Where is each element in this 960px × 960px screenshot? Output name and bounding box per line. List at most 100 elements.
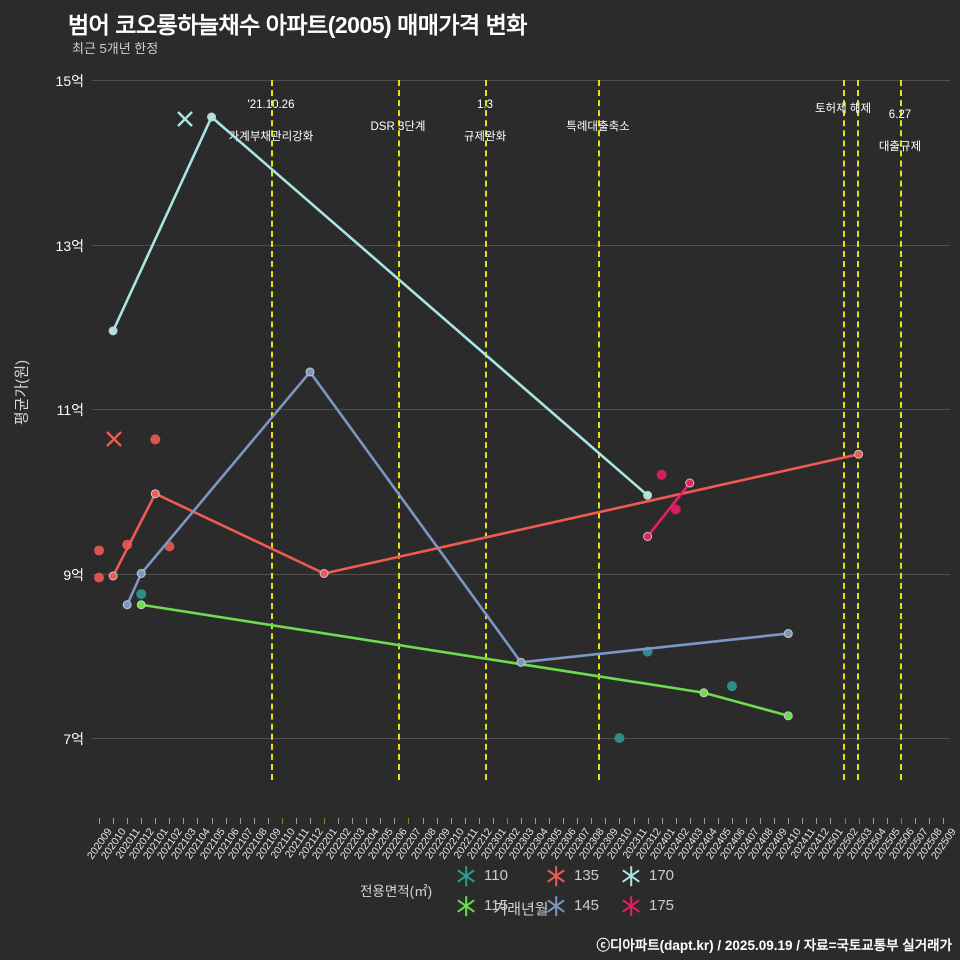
x-axis-tick — [577, 818, 579, 824]
legend-label: 175 — [649, 897, 675, 914]
x-axis-tick — [703, 818, 705, 824]
data-point — [516, 657, 526, 667]
x-axis-tick — [647, 818, 649, 824]
x-axis-tick — [563, 818, 565, 824]
x-axis-tick — [338, 818, 340, 824]
x-axis-tick — [394, 818, 396, 824]
gridline — [92, 244, 950, 246]
x-axis-tick — [816, 818, 818, 824]
data-point — [122, 600, 132, 610]
data-point — [699, 688, 709, 698]
x-axis-tick — [731, 818, 733, 824]
x-axis-tick — [197, 818, 199, 824]
y-axis-tick-label: 9억 — [63, 566, 84, 583]
scatter-point — [94, 545, 105, 556]
x-axis-tick — [521, 818, 522, 824]
x-axis-tick — [352, 818, 354, 824]
x-axis-tick — [436, 818, 438, 824]
legend-item-145[interactable]: 145 — [545, 895, 599, 916]
event-label: 규제완화 — [463, 131, 507, 143]
x-axis-tick — [802, 818, 804, 824]
x-axis-tick — [858, 818, 860, 824]
event-line — [900, 80, 902, 780]
x-axis-tick — [830, 818, 832, 824]
event-label: 대출규제 — [878, 141, 922, 153]
x-axis-tick — [886, 818, 888, 824]
plot-area: '21.10.26 가계부채관리강화 DSR 3단계 1.3 규제완화 특례대출축소 토허제… — [85, 80, 959, 918]
x-axis-tick — [380, 818, 382, 824]
x-axis-tick — [760, 818, 762, 824]
legend-marker-icon — [455, 895, 477, 916]
legend-label: 115 — [484, 897, 508, 914]
series-135 — [94, 434, 864, 583]
x-axis-tick — [478, 818, 480, 824]
scatter-point — [656, 469, 667, 480]
x-axis-tick — [366, 818, 368, 824]
legend-item-175[interactable]: 175 — [620, 895, 675, 916]
legend-marker-icon — [545, 865, 567, 886]
legend-marker-icon — [455, 865, 477, 886]
data-point — [108, 571, 118, 581]
gridline — [92, 738, 950, 739]
data-point — [685, 478, 695, 488]
x-axis-tick — [183, 818, 185, 824]
scatter-point — [670, 504, 681, 515]
x-axis-tick — [675, 818, 677, 824]
x-axis-tick — [605, 818, 607, 824]
data-point — [108, 326, 118, 336]
series-145 — [122, 367, 793, 667]
scatter-point — [136, 589, 147, 600]
x-axis-tick — [267, 818, 269, 824]
event-label: 가계부채관리강화 — [228, 131, 314, 143]
legend-label: 110 — [484, 867, 508, 884]
series-115 — [136, 600, 793, 721]
page-subtitle: 최근 5개년 한정 — [72, 41, 159, 56]
event-label: 토허제 해제 — [814, 103, 872, 115]
page-title: 범어 코오롱하늘채수 아파트(2005) 매매가격 변화 — [68, 12, 527, 38]
gridline — [92, 409, 950, 410]
data-point — [305, 367, 315, 377]
legend-item-115[interactable]: 115 — [455, 895, 508, 916]
legend-item-135[interactable]: 135 — [545, 865, 599, 886]
series-line — [139, 603, 790, 718]
event-line — [485, 80, 487, 780]
x-axis-tick — [408, 818, 410, 824]
x-axis-tick — [169, 818, 171, 824]
x-axis-tick — [141, 818, 143, 824]
y-axis-title: 평균가(원) — [13, 359, 31, 426]
legend-marker-icon — [620, 865, 642, 886]
legend-item-170[interactable]: 170 — [620, 865, 675, 886]
x-marker — [106, 431, 122, 447]
data-point — [783, 629, 793, 639]
legend-title: 전용면적(㎡) — [360, 884, 433, 899]
event-date-label: 1.3 — [477, 99, 493, 111]
x-axis-tick — [506, 818, 508, 824]
x-axis-tick — [464, 818, 466, 824]
scatter-point — [94, 572, 105, 583]
x-axis-tick — [619, 818, 621, 824]
scatter-point — [726, 681, 737, 692]
x-axis-tick — [942, 818, 944, 824]
x-axis-tick — [239, 818, 241, 824]
series-line — [111, 452, 860, 578]
series-layer — [94, 111, 864, 743]
x-axis-tick — [211, 818, 213, 824]
data-point — [643, 531, 653, 541]
x-axis-title: 거래년월 — [493, 901, 549, 918]
data-point — [643, 490, 653, 500]
x-axis-tick — [914, 818, 916, 824]
series-170 — [108, 112, 653, 500]
legend-item-110[interactable]: 110 — [455, 865, 508, 886]
x-marker-stroke — [106, 431, 122, 447]
y-axis-tick-label: 13억 — [55, 237, 84, 254]
x-axis-tick — [281, 818, 283, 824]
legend-label: 170 — [649, 867, 675, 884]
x-axis-tick — [295, 818, 297, 824]
x-axis-tick — [99, 818, 101, 824]
x-axis-tick — [746, 818, 748, 824]
x-axis-tick — [225, 818, 227, 824]
x-axis-tick — [591, 818, 593, 824]
scatter-point — [150, 434, 161, 445]
x-axis-tick — [155, 818, 157, 824]
